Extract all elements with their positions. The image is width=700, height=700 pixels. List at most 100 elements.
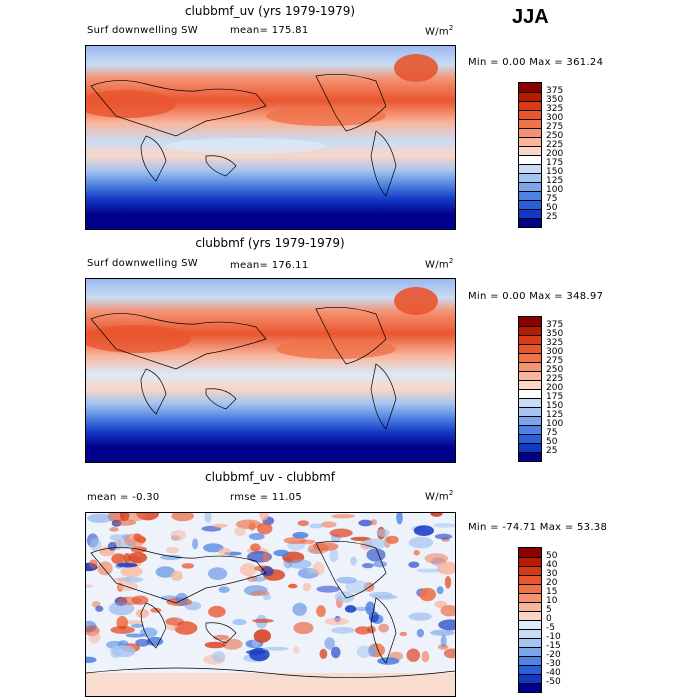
colorbar-swatch (519, 398, 541, 407)
colorbar-tick-label: 50 (546, 437, 558, 447)
colorbar-swatch (519, 611, 541, 620)
colorbar-swatch (519, 128, 541, 137)
panel2-variable-label: Surf downwelling SW (87, 258, 198, 269)
colorbar-tick-label: -10 (546, 632, 561, 642)
colorbar-tick-label: 375 (546, 86, 564, 96)
colorbar-swatch (519, 191, 541, 200)
colorbar-swatch (519, 182, 541, 191)
panel3-colorbar (518, 547, 542, 693)
panel2-title: clubbmf (yrs 1979-1979) (195, 236, 345, 250)
colorbar-swatch (519, 674, 541, 683)
colorbar-tick-label: 250 (546, 365, 564, 375)
colorbar-swatch (519, 200, 541, 209)
colorbar-swatch (519, 218, 541, 227)
colorbar-swatch (519, 566, 541, 575)
panel2-min-max: Min = 0.00 Max = 348.97 (468, 291, 604, 302)
colorbar-tick-label: 50 (546, 203, 558, 213)
colorbar-tick-label: 175 (546, 158, 564, 168)
colorbar-tick-label: 300 (546, 113, 564, 123)
colorbar-swatch (519, 683, 541, 692)
colorbar-swatch (519, 620, 541, 629)
colorbar-swatch (519, 371, 541, 380)
colorbar-swatch (519, 83, 541, 92)
colorbar-tick-label: 325 (546, 338, 564, 348)
colorbar-tick-label: 75 (546, 428, 558, 438)
season-label: JJA (512, 6, 549, 28)
panel2-map (85, 278, 456, 463)
colorbar-swatch (519, 389, 541, 398)
colorbar-tick-label: 300 (546, 347, 564, 357)
colorbar-tick-label: -40 (546, 668, 561, 678)
panel2-colorbar (518, 316, 542, 462)
colorbar-swatch (519, 137, 541, 146)
panel3-rmse: rmse = 11.05 (230, 492, 303, 503)
colorbar-tick-label: -15 (546, 641, 561, 651)
colorbar-tick-label: 350 (546, 329, 564, 339)
panel2-mean: mean= 176.11 (230, 260, 309, 271)
colorbar-swatch (519, 407, 541, 416)
colorbar-tick-label: 325 (546, 104, 564, 114)
colorbar-tick-label: -30 (546, 659, 561, 669)
colorbar-swatch (519, 155, 541, 164)
panel3-min-max: Min = -74.71 Max = 53.38 (468, 522, 608, 533)
colorbar-swatch (519, 209, 541, 218)
panel1-variable-label: Surf downwelling SW (87, 25, 198, 36)
colorbar-swatch (519, 119, 541, 128)
colorbar-swatch (519, 353, 541, 362)
panel3-units: W/m2 (425, 489, 454, 503)
colorbar-swatch (519, 101, 541, 110)
panel1-title: clubbmf_uv (yrs 1979-1979) (184, 4, 356, 18)
colorbar-swatch (519, 164, 541, 173)
colorbar-tick-label: 125 (546, 410, 564, 420)
colorbar-tick-label: 25 (546, 446, 558, 456)
colorbar-swatch (519, 557, 541, 566)
colorbar-swatch (519, 647, 541, 656)
panel1-mean: mean= 175.81 (230, 25, 309, 36)
colorbar-tick-label: 175 (546, 392, 564, 402)
colorbar-tick-label: 125 (546, 176, 564, 186)
colorbar-swatch (519, 362, 541, 371)
colorbar-tick-label: 40 (546, 560, 558, 570)
colorbar-tick-label: 75 (546, 194, 558, 204)
colorbar-tick-label: 0 (546, 614, 552, 624)
colorbar-swatch (519, 548, 541, 557)
colorbar-swatch (519, 593, 541, 602)
colorbar-swatch (519, 575, 541, 584)
panel1-colorbar (518, 82, 542, 228)
colorbar-swatch (519, 380, 541, 389)
colorbar-tick-label: -20 (546, 650, 561, 660)
colorbar-tick-label: 275 (546, 356, 564, 366)
colorbar-tick-label: 15 (546, 587, 558, 597)
colorbar-tick-label: 150 (546, 167, 564, 177)
colorbar-tick-label: 100 (546, 419, 564, 429)
panel1-units: W/m2 (425, 24, 454, 38)
colorbar-swatch (519, 584, 541, 593)
colorbar-tick-label: 5 (546, 605, 552, 615)
panel1-min-max: Min = 0.00 Max = 361.24 (468, 57, 604, 68)
colorbar-tick-label: 350 (546, 95, 564, 105)
colorbar-swatch (519, 443, 541, 452)
colorbar-swatch (519, 638, 541, 647)
colorbar-tick-label: 250 (546, 131, 564, 141)
colorbar-swatch (519, 602, 541, 611)
colorbar-tick-label: 50 (546, 551, 558, 561)
colorbar-tick-label: 10 (546, 596, 558, 606)
colorbar-swatch (519, 335, 541, 344)
panel2-units: W/m2 (425, 257, 454, 271)
colorbar-tick-label: 375 (546, 320, 564, 330)
colorbar-swatch (519, 173, 541, 182)
colorbar-swatch (519, 416, 541, 425)
colorbar-swatch (519, 92, 541, 101)
colorbar-tick-label: 225 (546, 140, 564, 150)
colorbar-swatch (519, 425, 541, 434)
colorbar-swatch (519, 326, 541, 335)
colorbar-tick-label: 200 (546, 383, 564, 393)
colorbar-swatch (519, 452, 541, 461)
colorbar-tick-label: 275 (546, 122, 564, 132)
colorbar-tick-label: 30 (546, 569, 558, 579)
panel3-title: clubbmf_uv - clubbmf (204, 470, 336, 484)
colorbar-swatch (519, 110, 541, 119)
colorbar-swatch (519, 317, 541, 326)
colorbar-tick-label: 225 (546, 374, 564, 384)
panel1-map (85, 45, 456, 230)
